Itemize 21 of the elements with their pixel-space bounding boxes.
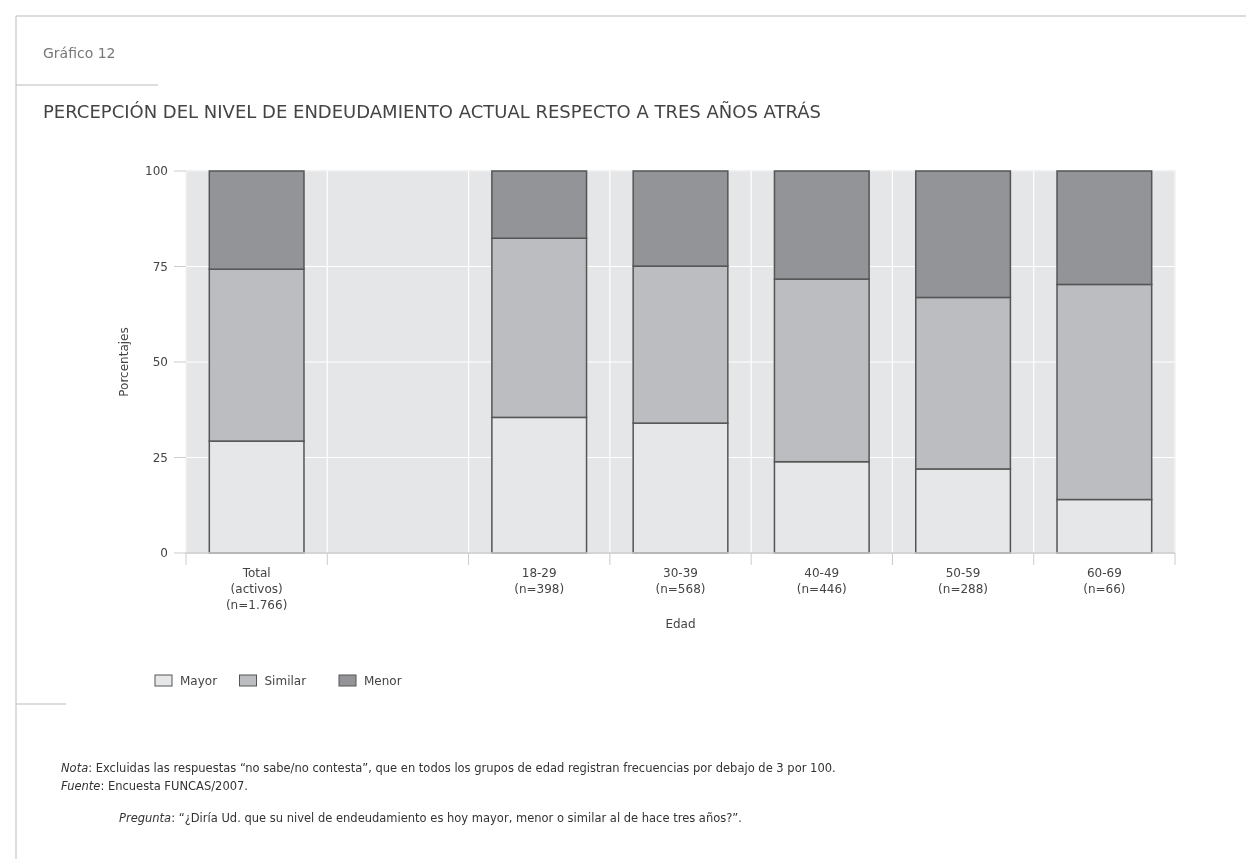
chart-title: PERCEPCIÓN DEL NIVEL DE ENDEUDAMIENTO ACTUAL RESPECTO A TRES AÑOS ATRÁS	[43, 101, 822, 122]
text: Nota: Excluidas las respuestas “no sabe/no contesta”, que en todos los grupos de edad registran frecuencias por debajo de 3 por 100.	[61, 761, 836, 775]
source-note: Fuente: Encuesta FUNCAS/2007.	[61, 779, 248, 793]
x-tick-label: 30-39 (n=568)	[655, 566, 706, 596]
legend-label: Menor	[364, 674, 402, 688]
y-tick-label: 100	[145, 164, 168, 179]
y-tick-label: 75	[152, 259, 168, 274]
x-tick-label: 40-49 (n=446)	[796, 566, 847, 596]
x-tick-label: 50-59 (n=288)	[938, 566, 989, 596]
y-axis-title: Porcentajes	[117, 327, 131, 397]
x-tick-label: 18-29 (n=398)	[514, 566, 565, 596]
y-tick-label: 25	[152, 450, 168, 465]
text: Pregunta: “¿Diría Ud. que su nivel de endeudamiento es hoy mayor, menor o similar al de hace tres años?”.	[119, 811, 742, 825]
x-tick-label: 60-69 (n=66)	[1083, 566, 1126, 596]
chart-subtitle: Gráfico 12	[43, 45, 116, 61]
y-tick-label: 50	[152, 355, 168, 370]
y-tick-label: 0	[160, 546, 168, 561]
legend-label: Similar	[264, 674, 307, 688]
legend-label: Mayor	[180, 674, 218, 688]
x-axis-title: Edad	[665, 617, 696, 631]
x-tick-label: Total (activos) (n=1.766)	[225, 566, 288, 612]
